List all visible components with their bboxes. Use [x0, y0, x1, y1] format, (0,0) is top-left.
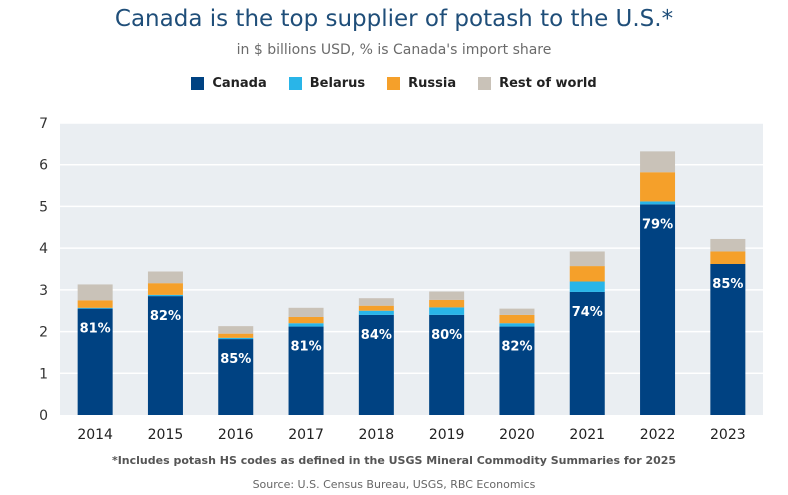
legend-item-rest-of-world: Rest of world	[478, 76, 597, 91]
y-tick-label: 4	[39, 241, 48, 257]
x-tick-label: 2019	[429, 427, 465, 443]
bar-rest-of-world	[429, 291, 465, 300]
x-tick-label: 2014	[77, 427, 113, 443]
legend-item-belarus: Belarus	[288, 76, 366, 91]
bar-russia	[499, 314, 535, 324]
bar-canada	[569, 291, 605, 415]
bar-canada	[499, 326, 535, 415]
legend-label-rest-of-world: Rest of world	[499, 76, 597, 91]
legend-swatch-canada	[191, 77, 205, 90]
data-label-share: 81%	[290, 340, 321, 355]
bar-rest-of-world	[77, 284, 113, 301]
legend-swatch-rest-of-world	[478, 77, 492, 90]
bar-russia	[358, 305, 394, 311]
bar-canada	[77, 308, 113, 415]
bar-canada	[147, 296, 183, 415]
bar-belarus	[499, 323, 535, 327]
bar-canada	[710, 263, 746, 415]
bar-canada	[218, 339, 254, 415]
bar-belarus	[429, 307, 465, 315]
x-tick-label: 2021	[569, 427, 605, 443]
legend-label-russia: Russia	[408, 76, 457, 91]
data-label-share: 82%	[150, 309, 181, 324]
bar-russia	[147, 283, 183, 295]
bar-rest-of-world	[710, 238, 746, 252]
bar-belarus	[77, 307, 113, 309]
chart-subtitle: in $ billions USD, % is Canada's import …	[236, 42, 552, 58]
data-label-share: 82%	[501, 340, 532, 355]
source-note: Source: U.S. Census Bureau, USGS, RBC Ec…	[252, 478, 536, 491]
bar-canada	[288, 326, 324, 415]
legend-item-russia: Russia	[387, 76, 456, 91]
bar-russia	[710, 251, 746, 264]
y-tick-label: 7	[39, 116, 48, 132]
footnote: *Includes potash HS codes as defined in …	[111, 454, 677, 467]
data-label-share: 84%	[361, 328, 392, 343]
bar-belarus	[358, 310, 394, 315]
bar-rest-of-world	[569, 251, 605, 267]
data-label-share: 74%	[572, 305, 603, 320]
legend-item-canada: Canada	[191, 76, 267, 91]
data-label-share: 85%	[712, 277, 743, 292]
y-tick-label: 2	[39, 325, 48, 341]
data-label-share: 79%	[642, 217, 673, 232]
y-tick-label: 5	[39, 199, 48, 215]
bar-russia	[569, 266, 605, 282]
x-tick-label: 2016	[218, 427, 254, 443]
x-tick-label: 2017	[288, 427, 324, 443]
legend-swatch-belarus	[288, 77, 302, 90]
bar-russia	[288, 316, 324, 324]
bar-belarus	[147, 294, 183, 297]
legend-swatch-russia	[387, 77, 401, 90]
y-tick-label: 1	[39, 366, 48, 382]
x-tick-label: 2023	[710, 427, 746, 443]
x-tick-label: 2015	[148, 427, 184, 443]
bar-russia	[218, 333, 254, 338]
chart-title: Canada is the top supplier of potash to …	[114, 6, 674, 32]
bar-russia	[77, 300, 113, 308]
x-tick-label: 2018	[359, 427, 395, 443]
bar-rest-of-world	[147, 271, 183, 284]
bar-belarus	[640, 201, 676, 205]
data-label-share: 80%	[431, 328, 462, 343]
bar-rest-of-world	[499, 308, 535, 315]
data-label-share: 81%	[80, 322, 111, 337]
x-tick-label: 2020	[499, 427, 535, 443]
bar-belarus	[569, 281, 605, 292]
y-tick-label: 3	[39, 283, 48, 299]
y-tick-label: 0	[39, 408, 48, 424]
bar-canada	[429, 314, 465, 415]
bar-belarus	[288, 323, 324, 327]
data-label-share: 85%	[220, 352, 251, 367]
bar-russia	[429, 299, 465, 308]
legend: Canada Belarus Russia Rest of world	[0, 76, 788, 91]
bar-canada	[640, 204, 676, 415]
bar-rest-of-world	[358, 298, 394, 306]
bar-russia	[640, 172, 676, 202]
bar-rest-of-world	[218, 326, 254, 334]
y-tick-label: 6	[39, 158, 48, 174]
x-tick-label: 2022	[640, 427, 676, 443]
bar-rest-of-world	[288, 307, 324, 317]
bar-canada	[358, 314, 394, 415]
legend-label-canada: Canada	[212, 76, 267, 91]
bar-rest-of-world	[640, 151, 676, 173]
legend-label-belarus: Belarus	[309, 76, 366, 91]
bar-belarus	[218, 337, 254, 340]
